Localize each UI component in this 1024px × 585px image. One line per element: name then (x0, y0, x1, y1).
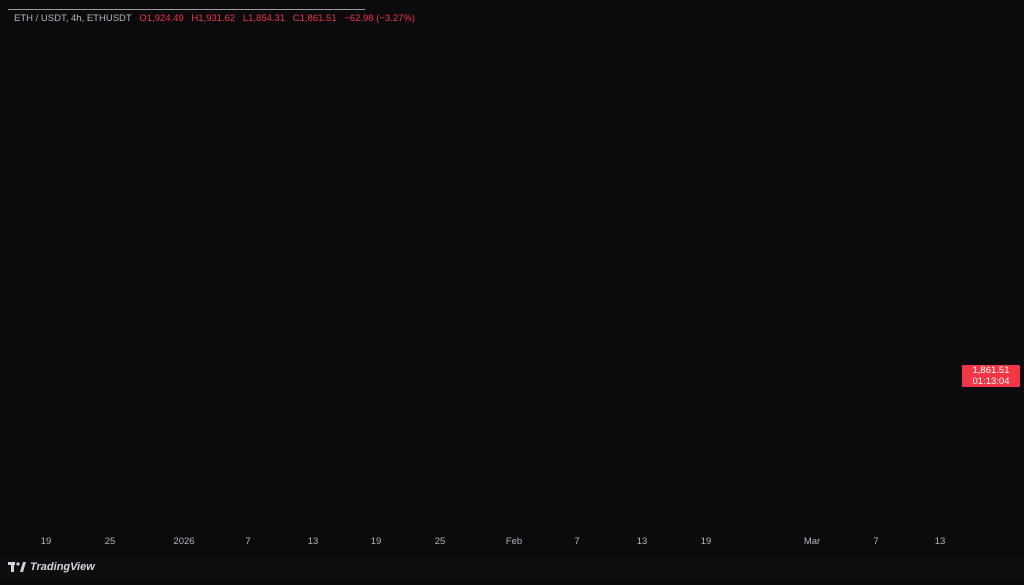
tradingview-logo[interactable]: TradingView (8, 561, 95, 573)
ohlc-high: H1,931.62 (191, 13, 236, 24)
tradingview-logo-text: TradingView (30, 561, 95, 573)
trendlines-layer (8, 9, 365, 10)
time-axis-label: 19 (371, 536, 382, 547)
time-axis-label: 19 (701, 536, 712, 547)
symbol-legend: ETH / USDT, 4h, ETHUSDT O1,924.49 H1,931… (14, 13, 415, 24)
symbol-title[interactable]: ETH / USDT, 4h, ETHUSDT (14, 13, 132, 24)
time-axis-label: 7 (873, 536, 878, 547)
time-axis-label: 2026 (173, 536, 194, 547)
time-axis-label: 13 (637, 536, 648, 547)
time-axis-label: Mar (804, 536, 820, 547)
time-axis-label: 13 (935, 536, 946, 547)
current-price-value: 1,861.51 (972, 365, 1010, 376)
ohlc-close: C1,861.51 (292, 13, 337, 24)
footer-bar (0, 556, 1024, 580)
time-axis-label: 25 (105, 536, 116, 547)
current-price-badge: 1,861.51 01:13:04 (962, 365, 1020, 387)
time-axis-label: 13 (308, 536, 319, 547)
time-axis-label: 7 (245, 536, 250, 547)
ohlc-low: L1,854.31 (242, 13, 286, 24)
ohlc-change: −62.98 (−3.27%) (344, 13, 416, 24)
tradingview-logo-icon (8, 562, 26, 572)
time-axis[interactable]: 19 25 2026 7 13 19 25 Feb 7 13 19 Mar 7 13 (41, 536, 946, 547)
time-axis-label: 19 (41, 536, 52, 547)
time-axis-label: 7 (574, 536, 579, 547)
bar-countdown: 01:13:04 (972, 376, 1010, 387)
price-axis-background (960, 0, 1024, 556)
time-axis-label: 25 (435, 536, 446, 547)
ohlc-open: O1,924.49 (139, 13, 184, 24)
time-axis-label: Feb (506, 536, 522, 547)
